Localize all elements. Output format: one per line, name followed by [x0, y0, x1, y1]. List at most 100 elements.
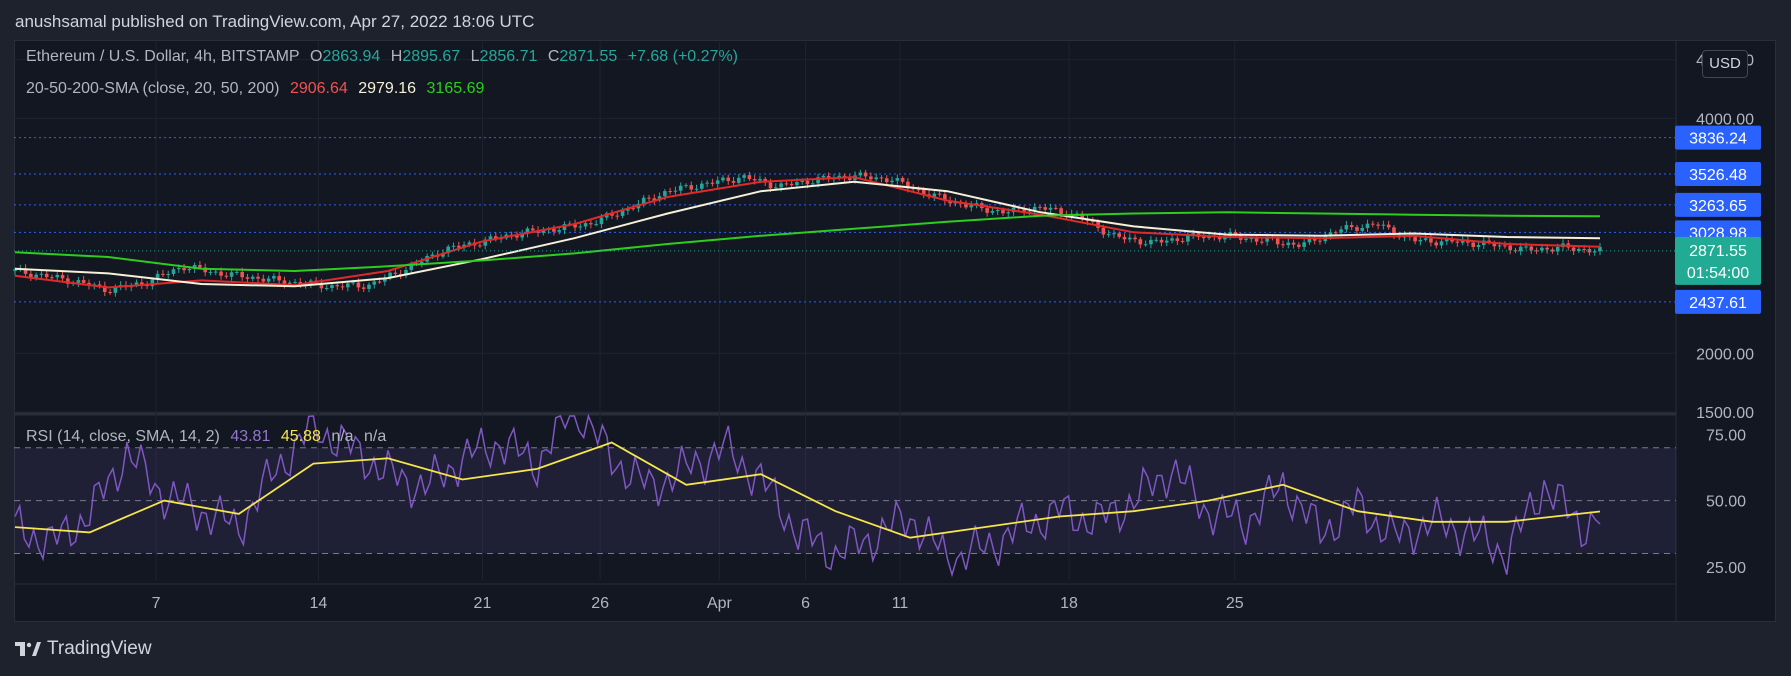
candle-body[interactable] — [847, 178, 852, 181]
candle-body[interactable] — [525, 228, 530, 234]
candle-body[interactable] — [1418, 239, 1423, 242]
candle-body[interactable] — [1244, 238, 1248, 240]
candle-body[interactable] — [1365, 223, 1370, 228]
candle-body[interactable] — [1413, 237, 1417, 242]
candle-body[interactable] — [356, 282, 361, 288]
candle-body[interactable] — [1349, 225, 1354, 228]
candle-body[interactable] — [1571, 247, 1576, 251]
candle-body[interactable] — [747, 175, 752, 180]
candle-body[interactable] — [409, 263, 414, 270]
candle-body[interactable] — [774, 187, 778, 189]
candle-body[interactable] — [81, 280, 86, 283]
candle-body[interactable] — [1117, 233, 1122, 237]
candle-body[interactable] — [779, 183, 783, 188]
candle-body[interactable] — [874, 177, 878, 180]
candle-body[interactable] — [1048, 207, 1053, 210]
candle-body[interactable] — [589, 223, 593, 225]
candle-body[interactable] — [789, 183, 794, 186]
candle-body[interactable] — [1201, 236, 1206, 239]
candle-body[interactable] — [213, 271, 218, 273]
candle-body[interactable] — [557, 230, 561, 232]
candle-body[interactable] — [282, 280, 287, 285]
candle-body[interactable] — [737, 177, 741, 183]
candle-body[interactable] — [964, 203, 968, 208]
candle-body[interactable] — [229, 272, 234, 277]
candle-body[interactable] — [1307, 238, 1312, 243]
rsi-line[interactable] — [14, 413, 1601, 578]
candle-body[interactable] — [287, 282, 292, 285]
candle-body[interactable] — [1159, 239, 1164, 243]
candle-body[interactable] — [1471, 242, 1475, 248]
candle-body[interactable] — [721, 177, 725, 181]
candle-body[interactable] — [1154, 239, 1158, 241]
candle-body[interactable] — [911, 188, 915, 190]
candle-body[interactable] — [266, 278, 271, 282]
candle-body[interactable] — [23, 268, 28, 274]
candle-body[interactable] — [108, 292, 112, 294]
candle-body[interactable] — [610, 213, 614, 216]
candle-body[interactable] — [1503, 245, 1507, 247]
candle-body[interactable] — [240, 271, 244, 278]
candle-body[interactable] — [203, 267, 207, 273]
candle-body[interactable] — [694, 188, 699, 190]
rsi-label[interactable]: RSI (14, close, SMA, 14, 2) — [26, 428, 220, 445]
candle-body[interactable] — [293, 282, 297, 284]
rsi-sma-line[interactable] — [14, 441, 1601, 539]
candle-body[interactable] — [134, 282, 139, 286]
candle-body[interactable] — [1133, 237, 1137, 240]
candle-body[interactable] — [235, 271, 239, 273]
candle-body[interactable] — [985, 208, 989, 213]
sma20-line[interactable] — [14, 176, 1601, 289]
candle-body[interactable] — [1186, 235, 1190, 242]
candle-body[interactable] — [726, 177, 731, 182]
candle-body[interactable] — [937, 193, 942, 195]
candle-body[interactable] — [493, 236, 498, 239]
candle-body[interactable] — [1439, 241, 1444, 246]
candle-body[interactable] — [1598, 247, 1602, 252]
candle-body[interactable] — [1127, 237, 1132, 240]
candle-body[interactable] — [1492, 242, 1497, 247]
candle-body[interactable] — [715, 180, 720, 184]
candle-body[interactable] — [1339, 229, 1343, 233]
candle-body[interactable] — [615, 215, 620, 217]
candle-body[interactable] — [599, 217, 604, 225]
candle-body[interactable] — [1022, 208, 1026, 214]
candle-body[interactable] — [60, 274, 65, 279]
candle-body[interactable] — [420, 261, 424, 264]
candle-body[interactable] — [361, 287, 366, 289]
candle-body[interactable] — [182, 267, 186, 271]
candle-body[interactable] — [245, 277, 250, 279]
candle-body[interactable] — [155, 273, 160, 280]
candle-body[interactable] — [1175, 238, 1180, 241]
candle-body[interactable] — [1328, 232, 1333, 236]
candle-body[interactable] — [430, 254, 435, 257]
candle-body[interactable] — [784, 183, 789, 185]
candle-body[interactable] — [1281, 244, 1285, 246]
candle-body[interactable] — [166, 273, 171, 275]
candle-body[interactable] — [1524, 246, 1528, 248]
candle-body[interactable] — [1582, 248, 1586, 250]
candle-body[interactable] — [1043, 207, 1048, 210]
candle-body[interactable] — [1312, 238, 1317, 241]
candle-body[interactable] — [1006, 212, 1011, 214]
candle-body[interactable] — [50, 277, 54, 279]
candle-body[interactable] — [921, 189, 926, 195]
candle-body[interactable] — [578, 226, 583, 228]
candle-body[interactable] — [140, 282, 144, 285]
candle-body[interactable] — [55, 274, 60, 278]
candle-body[interactable] — [816, 177, 820, 184]
candle-body[interactable] — [990, 211, 995, 213]
candle-body[interactable] — [700, 183, 704, 189]
candle-body[interactable] — [541, 230, 546, 233]
candle-body[interactable] — [256, 276, 260, 279]
candle-body[interactable] — [768, 182, 773, 189]
candle-body[interactable] — [404, 269, 408, 276]
candle-body[interactable] — [1534, 250, 1539, 252]
candle-body[interactable] — [895, 178, 900, 181]
candle-body[interactable] — [1249, 238, 1254, 240]
candle-body[interactable] — [906, 181, 910, 189]
candle-body[interactable] — [1455, 241, 1460, 243]
candle-body[interactable] — [1122, 236, 1127, 240]
candle-body[interactable] — [884, 178, 889, 183]
candle-body[interactable] — [1518, 246, 1523, 252]
